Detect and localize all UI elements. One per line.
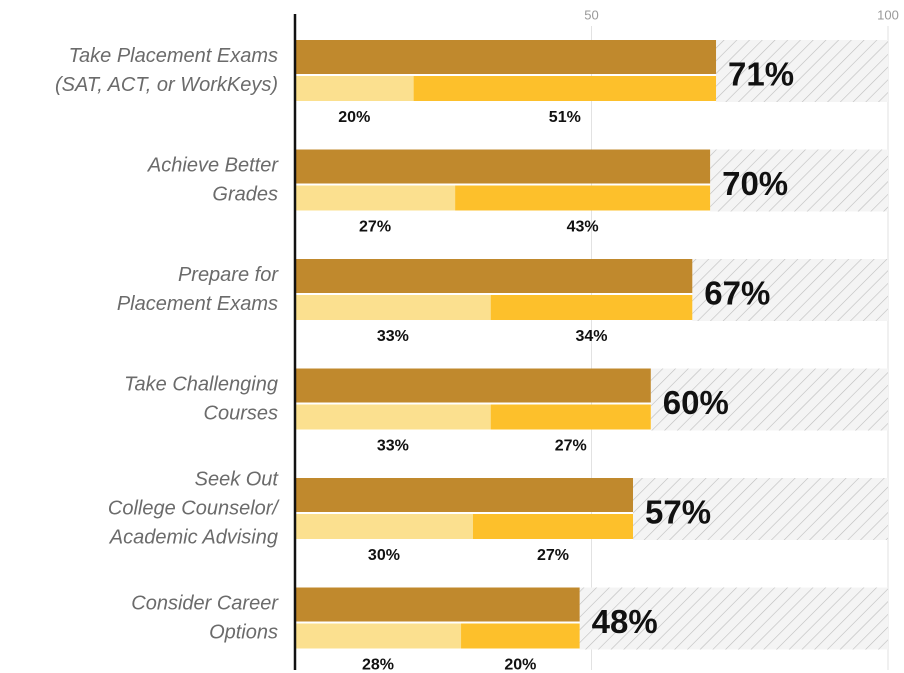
- category-label: Take Challenging: [124, 373, 278, 395]
- total-bar: [295, 587, 580, 622]
- segment-label: 43%: [567, 219, 599, 236]
- segment-label: 28%: [362, 657, 394, 673]
- segment-bar: [461, 623, 580, 649]
- category-label: Courses: [204, 402, 278, 424]
- segment-label: 27%: [359, 219, 391, 236]
- segment-label: 34%: [575, 328, 607, 345]
- total-bar: [295, 368, 651, 403]
- segment-bar: [295, 185, 456, 211]
- category-label: Take Placement Exams: [69, 45, 278, 67]
- segment-bar: [490, 404, 651, 430]
- segment-label: 30%: [368, 547, 400, 564]
- segment-label: 51%: [549, 109, 581, 126]
- category-label: (SAT, ACT, or WorkKeys): [55, 74, 278, 96]
- category-label: Achieve Better: [147, 154, 279, 176]
- segment-label: 33%: [377, 438, 409, 455]
- category-label: Placement Exams: [117, 293, 278, 315]
- segment-bar: [472, 514, 634, 539]
- remainder-hatch: [710, 149, 888, 212]
- remainder-hatch: [579, 587, 888, 650]
- category-label: Seek Out: [195, 468, 280, 490]
- x-tick-label: 50: [584, 7, 598, 22]
- segment-bar: [455, 185, 711, 211]
- category-label: College Counselor/: [108, 497, 281, 519]
- remainder-hatch: [716, 40, 888, 102]
- segment-bar: [295, 514, 473, 539]
- segment-bar: [490, 295, 693, 320]
- category-label: Prepare for: [178, 264, 279, 286]
- remainder-hatch: [633, 478, 888, 540]
- total-bar: [295, 259, 693, 293]
- total-bar: [295, 40, 717, 74]
- category-label: Academic Advising: [109, 526, 278, 548]
- category-label: Consider Career: [131, 592, 279, 614]
- remainder-hatch: [692, 259, 888, 321]
- total-label: 48%: [592, 603, 658, 640]
- total-label: 57%: [645, 494, 711, 531]
- segment-label: 27%: [555, 438, 587, 455]
- total-label: 60%: [663, 384, 729, 421]
- segment-label: 20%: [504, 657, 536, 673]
- segment-bar: [295, 404, 491, 430]
- segment-bar: [295, 76, 414, 101]
- segment-bar: [295, 623, 462, 649]
- segment-bar: [413, 76, 717, 101]
- segment-label: 20%: [338, 109, 370, 126]
- remainder-hatch: [650, 368, 888, 431]
- total-label: 70%: [722, 165, 788, 202]
- total-bar: [295, 149, 711, 184]
- segment-bar: [295, 295, 491, 320]
- total-label: 71%: [728, 56, 794, 93]
- x-tick-label: 100: [877, 7, 899, 22]
- category-label: Options: [209, 621, 278, 643]
- segment-label: 33%: [377, 328, 409, 345]
- category-label: Grades: [212, 183, 278, 205]
- total-label: 67%: [704, 275, 770, 312]
- total-bar: [295, 478, 634, 512]
- segment-label: 27%: [537, 547, 569, 564]
